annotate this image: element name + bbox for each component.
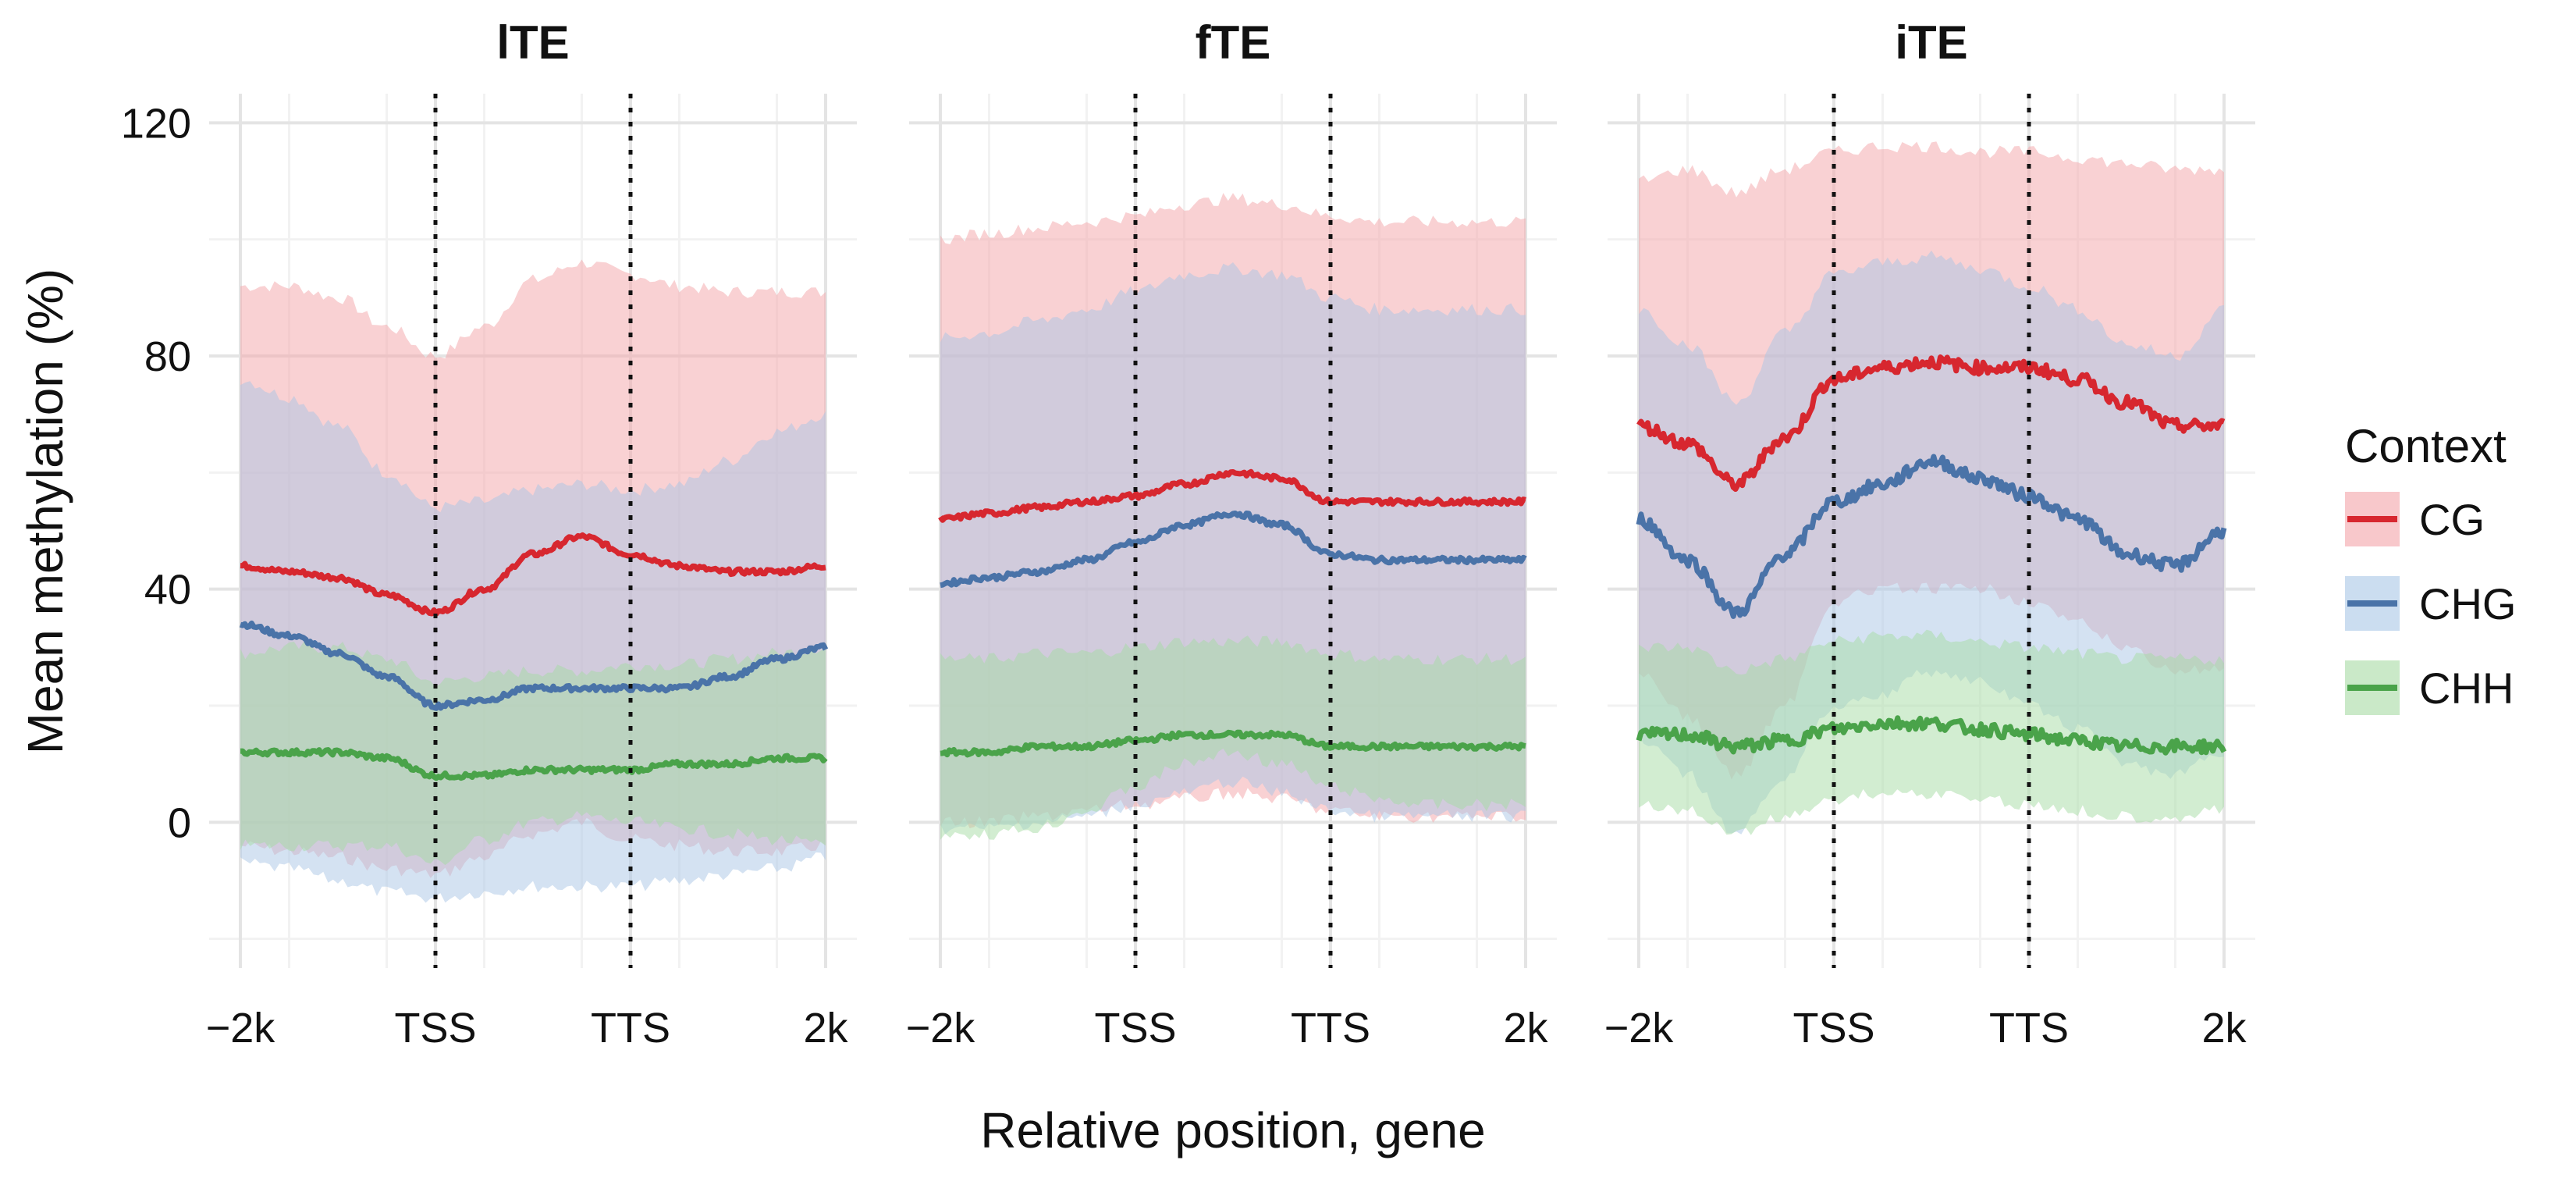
- x-tick-label: TSS: [394, 1005, 476, 1052]
- x-tick-label: 2k: [1503, 1005, 1548, 1052]
- panel-lTE: lTE −2k TSS TTS 2k 0 40 80 120: [121, 16, 857, 1052]
- x-tick-label: TSS: [1793, 1005, 1874, 1052]
- x-tick-label: −2k: [1604, 1005, 1675, 1052]
- x-axis-label: Relative position, gene: [980, 1102, 1486, 1158]
- line-CHG: [1636, 454, 2227, 619]
- panel-title: iTE: [1895, 16, 1967, 69]
- panel-title: lTE: [496, 16, 569, 69]
- x-tick-label: TSS: [1094, 1005, 1176, 1052]
- facet-panels: lTE −2k TSS TTS 2k 0 40 80 120 fTE −2k TSS TTS 2k iTE −…: [121, 16, 2255, 1052]
- x-tick-label: 2k: [803, 1005, 848, 1052]
- y-axis-label: Mean methylation (%): [17, 269, 73, 754]
- ribbon-CHH: [240, 642, 826, 866]
- legend-title: Context: [2345, 420, 2507, 472]
- legend-label-CHG: CHG: [2419, 579, 2516, 628]
- panel-fTE: fTE −2k TSS TTS 2k: [906, 16, 1557, 1052]
- line-CG: [1636, 354, 2226, 492]
- line-CHH: [240, 747, 828, 781]
- x-tick-label: −2k: [906, 1005, 976, 1052]
- legend: Context CG CHG CHH: [2345, 420, 2516, 715]
- y-tick-label: 120: [121, 100, 191, 147]
- y-tick-label: 80: [144, 333, 191, 380]
- ribbon-CHH: [1639, 629, 2224, 835]
- y-tick-label: 0: [168, 799, 191, 846]
- line-CHH: [940, 729, 1526, 758]
- x-tick-label: −2k: [206, 1005, 276, 1052]
- x-tick-label: TTS: [1291, 1005, 1370, 1052]
- x-tick-label: TTS: [1989, 1005, 2069, 1052]
- legend-label-CHH: CHH: [2419, 664, 2514, 713]
- line-CHG: [940, 511, 1527, 589]
- line-CHG: [239, 620, 829, 711]
- line-CG: [938, 468, 1526, 523]
- ribbon-CHH: [940, 635, 1526, 840]
- line-CHH: [1636, 715, 2227, 756]
- panel-title: fTE: [1196, 16, 1271, 69]
- legend-label-CG: CG: [2419, 495, 2485, 544]
- x-tick-label: TTS: [591, 1005, 670, 1052]
- y-tick-label: 40: [144, 567, 191, 614]
- line-CG: [240, 532, 826, 617]
- panel-iTE: iTE −2k TSS TTS 2k: [1604, 16, 2255, 1052]
- legend-entries: CG CHG CHH: [2345, 492, 2516, 715]
- x-tick-label: 2k: [2201, 1005, 2247, 1052]
